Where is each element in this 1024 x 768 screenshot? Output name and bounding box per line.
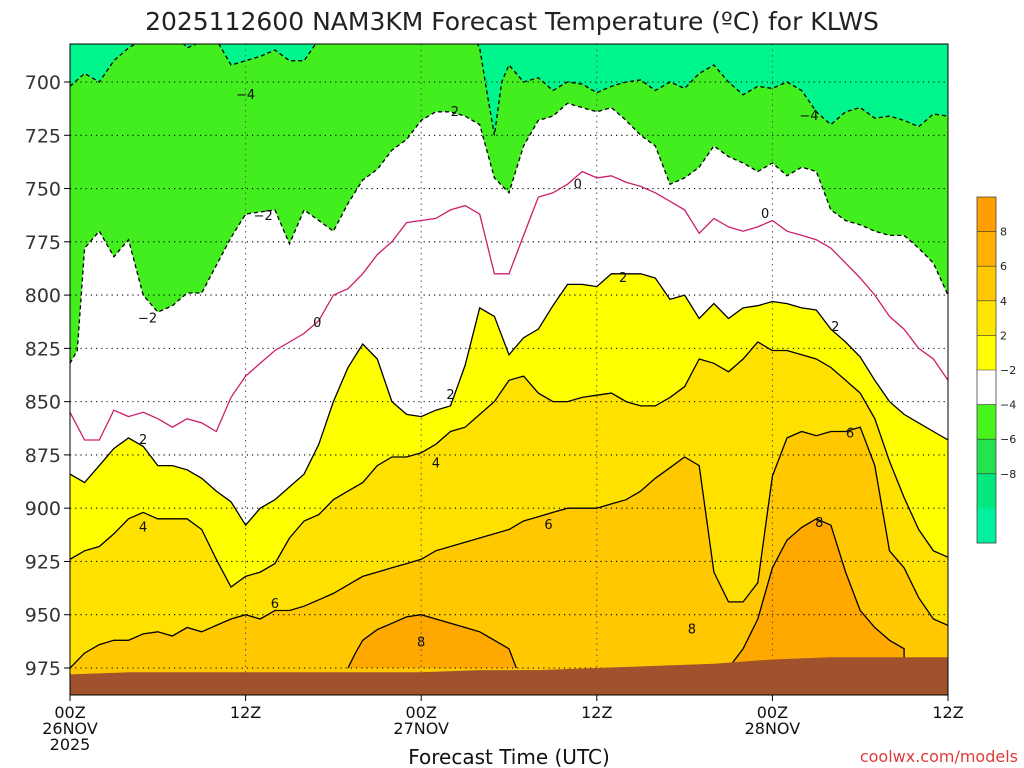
colorbar-swatch-5 [977, 370, 996, 406]
y-tick-label-725: 725 [25, 125, 61, 147]
ground-surface [70, 657, 948, 695]
x-tick-label-0-1: 00Z [54, 703, 85, 722]
colorbar-label-3: 2 [1000, 329, 1007, 342]
colorbar-label-5: −4 [1000, 399, 1016, 412]
y-tick-label-700: 700 [25, 72, 61, 94]
contour-label-17: 8 [815, 516, 823, 531]
contour-label-4: 2 [451, 105, 459, 120]
colorbar-label-1: 6 [1000, 260, 1007, 273]
contour-label-9: 2 [831, 320, 839, 335]
x-axis-title: Forecast Time (UTC) [408, 745, 610, 768]
y-tick-label-800: 800 [25, 285, 61, 307]
contour-label-6: 0 [761, 207, 769, 222]
x-tick-label-48-1: 00Z [757, 703, 788, 722]
y-tick-label-950: 950 [25, 605, 61, 627]
credit-text: coolwx.com/models [860, 747, 1018, 766]
y-tick-label-975: 975 [25, 658, 61, 680]
fill-band-above-8-b [728, 518, 905, 668]
x-tick-label-48-2: 28NOV [745, 719, 801, 738]
isotherm-lines [70, 44, 948, 669]
y-tick-label-750: 750 [25, 179, 61, 201]
x-tick-label-12-1: 12Z [230, 703, 261, 722]
contour-label-12: 4 [432, 456, 440, 471]
contour-labels: −4 −4 −2 −2 2 0 0 0 2 2 2 2 4 4 6 6 6 8 8 8 [138, 88, 854, 651]
colorbar-label-0: 8 [1000, 226, 1007, 239]
y-tick-label-925: 925 [25, 551, 61, 573]
contour-label-15: 6 [544, 518, 552, 533]
colorbar-label-4: −2 [1000, 364, 1016, 377]
y-tick-label-900: 900 [25, 498, 61, 520]
contour-label-13: 4 [139, 520, 147, 535]
contour-label-14: 6 [846, 427, 854, 442]
colorbar-swatch-7 [977, 439, 996, 475]
isotherm-6-5 [70, 426, 948, 669]
y-tick-label-775: 775 [25, 232, 61, 254]
contour-label-5: 0 [574, 177, 582, 192]
y-axis: 700 725 750 775 800 825 850 875 900 925 950 975 [25, 72, 70, 680]
contour-label-7: 0 [313, 316, 321, 331]
y-tick-label-825: 825 [25, 338, 61, 360]
colorbar-swatch-9 [977, 508, 996, 544]
isotherm--4-0 [70, 44, 948, 136]
y-tick-label-850: 850 [25, 392, 61, 414]
contour-label-18: 8 [417, 635, 425, 650]
colorbar-swatch-3 [977, 300, 996, 336]
chart-title: 2025112600 NAM3KM Forecast Temperature (… [145, 7, 879, 36]
contour-label-10: 2 [446, 388, 454, 403]
plot-frame [69, 43, 949, 696]
x-tick-label-60-1: 12Z [932, 703, 963, 722]
contour-label-3: −2 [138, 312, 157, 327]
contour-label-11: 2 [139, 433, 147, 448]
colorbar-swatch-1 [977, 231, 996, 267]
x-tick-label-0-2: 26NOV [42, 719, 98, 738]
x-tick-label-24-1: 00Z [406, 703, 437, 722]
colorbar-label-7: −8 [1000, 468, 1016, 481]
colorbar-swatch-8 [977, 473, 996, 509]
contour-label-1: −4 [799, 109, 818, 124]
colorbar-label-6: −6 [1000, 433, 1016, 446]
contour-label-0: −4 [236, 88, 255, 103]
isotherm-4-4 [70, 341, 948, 588]
colorbar-swatch-2 [977, 266, 996, 302]
isotherm-8-6 [347, 614, 517, 669]
plot-area: −4 −4 −2 −2 2 0 0 0 2 2 2 2 4 4 6 6 6 8 8 8 [70, 44, 948, 695]
isotherm-0-2 [70, 170, 948, 441]
x-tick-label-0-3: 2025 [50, 735, 91, 754]
contour-label-8: 2 [619, 271, 627, 286]
fill-band-6-to-8 [70, 427, 948, 695]
fill-band-above-8-a [348, 614, 517, 668]
y-tick-label-875: 875 [25, 445, 61, 467]
contour-label-2: −2 [254, 209, 273, 224]
grid [70, 44, 948, 695]
colorbar: 8 6 4 2 −2 −4 −6 −8 [976, 196, 1016, 544]
x-tick-label-36-1: 12Z [581, 703, 612, 722]
isotherm-8-7 [727, 518, 905, 669]
colorbar-swatch-0 [977, 197, 996, 233]
contour-label-19: 8 [688, 623, 696, 638]
colorbar-swatch-4 [977, 335, 996, 371]
contour-label-16: 6 [271, 597, 279, 612]
colorbar-swatch-6 [977, 404, 996, 440]
x-tick-label-24-2: 27NOV [393, 719, 449, 738]
isotherm--2-1 [70, 102, 948, 364]
isotherm-2-3 [70, 273, 948, 527]
colorbar-label-2: 4 [1000, 295, 1007, 308]
